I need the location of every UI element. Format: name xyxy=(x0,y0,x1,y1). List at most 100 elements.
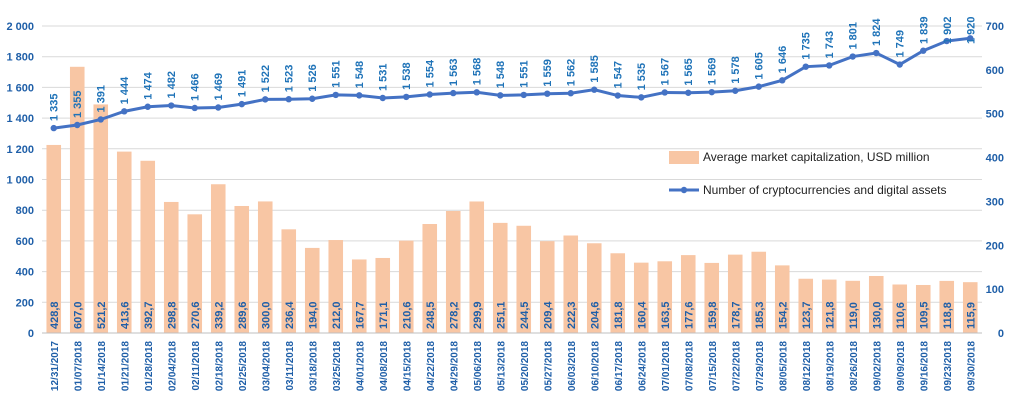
bar-value-label: 119,0 xyxy=(848,302,860,329)
bar-value-label: 160,4 xyxy=(636,301,648,329)
line-value-label: 1 522 xyxy=(260,65,272,93)
x-axis-tick-label: 08/05/2018 xyxy=(778,341,789,391)
bar-value-label: 300,0 xyxy=(260,301,272,329)
line-point xyxy=(497,92,504,99)
x-axis-tick-label: 04/29/2018 xyxy=(449,341,460,391)
bar-value-label: 159,8 xyxy=(707,301,719,329)
bar-value-label: 299,9 xyxy=(472,301,484,329)
bar-value-label: 123,7 xyxy=(801,301,813,329)
bar xyxy=(539,241,555,333)
line-point xyxy=(708,88,715,96)
line-value-label: 1 585 xyxy=(589,55,601,83)
line-point xyxy=(403,93,410,101)
right-axis-tick-label: 100 xyxy=(986,284,1004,296)
line-point xyxy=(332,91,339,99)
x-axis-tick-label: 04/01/2018 xyxy=(355,341,366,391)
line-point xyxy=(826,62,833,69)
bar-value-label: 209,4 xyxy=(542,301,554,329)
bar xyxy=(375,257,391,333)
line-value-label: 1 568 xyxy=(472,58,484,86)
line-value-label: 1 491 xyxy=(237,70,249,98)
bar-value-label: 212,0 xyxy=(331,301,343,329)
right-axis-tick-label: 0 xyxy=(998,328,1004,340)
x-axis-tick-label: 02/25/2018 xyxy=(238,341,249,391)
bar-value-label: 118,8 xyxy=(942,302,954,329)
line-value-label: 1 535 xyxy=(636,63,648,91)
line-value-label: 1 743 xyxy=(824,31,836,59)
left-axis-tick-label: 2 000 xyxy=(6,21,34,33)
line-value-label: 1 531 xyxy=(378,63,390,91)
line-value-label: 1 548 xyxy=(495,61,507,89)
x-axis-tick-label: 09/16/2018 xyxy=(919,341,930,391)
x-axis-tick-label: 06/03/2018 xyxy=(567,341,578,391)
line-value-label: 1 824 xyxy=(871,18,883,46)
x-axis-tick-label: 05/13/2018 xyxy=(496,341,507,391)
line-value-label: 1 554 xyxy=(425,59,437,87)
line-value-label: 1 335 xyxy=(49,94,61,122)
bar xyxy=(304,247,320,333)
x-axis-tick-label: 01/28/2018 xyxy=(144,341,155,391)
line-point xyxy=(238,100,245,108)
bar xyxy=(751,251,767,333)
x-axis-tick-label: 12/31/2017 xyxy=(50,341,61,391)
line-value-label: 1 466 xyxy=(190,73,202,101)
line-point xyxy=(920,47,927,54)
bar-value-label: 204,6 xyxy=(589,301,601,329)
line-value-label: 1 735 xyxy=(801,32,813,60)
bar-value-label: 130,0 xyxy=(871,301,883,329)
bar xyxy=(704,262,720,333)
x-axis-tick-label: 09/09/2018 xyxy=(896,341,907,391)
bar xyxy=(798,278,814,333)
bar xyxy=(868,275,884,333)
line-point xyxy=(356,92,363,99)
line-value-label: 1 526 xyxy=(307,64,319,92)
x-axis-tick-label: 07/08/2018 xyxy=(684,341,695,391)
bar-value-label: 121,8 xyxy=(824,301,836,329)
bar xyxy=(774,265,790,333)
bar-value-label: 248,5 xyxy=(425,301,437,329)
x-axis-tick-label: 04/08/2018 xyxy=(379,341,390,391)
left-axis-tick-label: 400 xyxy=(16,267,34,279)
bar-value-label: 194,0 xyxy=(307,301,319,329)
left-axis-tick-label: 1 400 xyxy=(6,113,34,125)
left-axis-tick-label: 1 200 xyxy=(6,144,34,156)
x-axis-tick-label: 03/25/2018 xyxy=(332,341,343,391)
line-point xyxy=(943,37,950,45)
line-point xyxy=(661,89,668,96)
x-axis-tick-label: 07/01/2018 xyxy=(661,341,672,391)
bar xyxy=(680,255,696,333)
right-axis-tick-label: 500 xyxy=(986,109,1004,121)
line-point xyxy=(97,116,104,123)
bar-value-label: 185,3 xyxy=(754,301,766,329)
line-point xyxy=(544,90,551,97)
bar-value-label: 607,0 xyxy=(72,301,84,329)
line-value-label: 1 801 xyxy=(848,22,860,50)
bar xyxy=(46,144,62,333)
line-value-label: 1 563 xyxy=(448,59,460,87)
line-point xyxy=(779,77,786,84)
bar xyxy=(633,262,649,333)
bar xyxy=(69,66,85,333)
line-value-label: 1 565 xyxy=(683,58,695,86)
bar-value-label: 289,6 xyxy=(237,301,249,329)
line-value-label: 1 605 xyxy=(754,52,766,80)
line-point xyxy=(168,102,175,109)
bar xyxy=(939,280,955,333)
bar-value-label: 115,9 xyxy=(965,302,977,329)
line-point xyxy=(379,94,386,102)
bar xyxy=(915,284,931,333)
x-axis-tick-label: 07/22/2018 xyxy=(731,341,742,391)
legend-bar-label: Average market capitalization, USD milli… xyxy=(703,150,930,164)
line-value-label: 1 469 xyxy=(213,73,225,101)
x-axis-tick-label: 02/04/2018 xyxy=(167,341,178,391)
line-value-label: 1 538 xyxy=(401,62,413,90)
x-axis-tick-label: 09/23/2018 xyxy=(943,341,954,391)
x-axis-tick-label: 05/06/2018 xyxy=(473,341,484,391)
legend-bar-swatch xyxy=(669,151,699,164)
line-series xyxy=(53,36,971,130)
left-axis-tick-label: 1 800 xyxy=(6,52,34,64)
line-value-label: 1 562 xyxy=(566,59,578,87)
x-axis-tick-label: 08/12/2018 xyxy=(802,341,813,391)
left-axis-tick-label: 1 600 xyxy=(6,82,34,94)
bar xyxy=(398,240,414,333)
